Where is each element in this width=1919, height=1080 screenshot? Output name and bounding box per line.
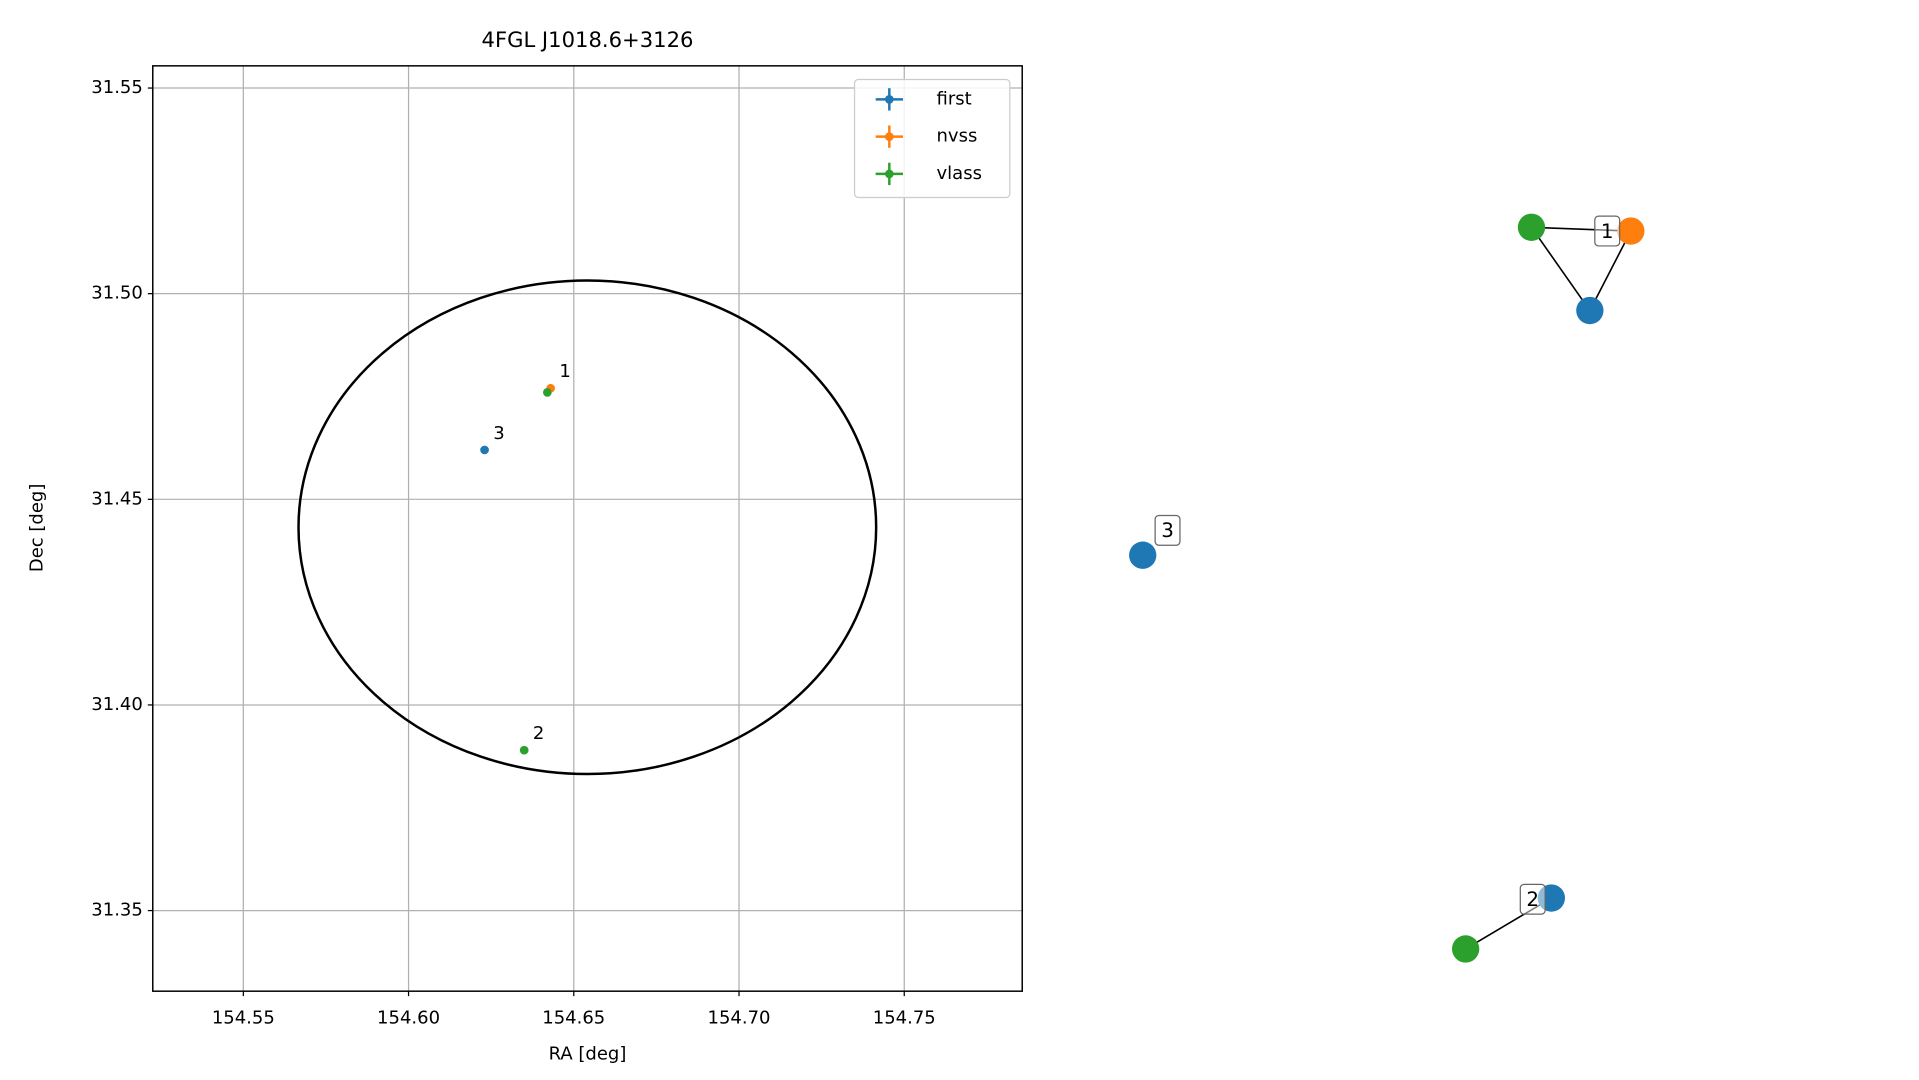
x-axis-label: RA [deg] xyxy=(549,1044,627,1065)
legend-label: nvss xyxy=(937,126,978,147)
y-axis-label: Dec [deg] xyxy=(26,484,47,573)
y-tick-label: 31.45 xyxy=(91,488,143,509)
y-tick-label: 31.55 xyxy=(91,77,143,98)
graph-label-box xyxy=(1519,883,1546,915)
point-label: 2 xyxy=(533,723,544,744)
legend-marker xyxy=(884,169,894,179)
x-tick-label: 154.60 xyxy=(377,1008,440,1029)
graph-node xyxy=(1576,296,1604,325)
legend-label: first xyxy=(937,88,972,109)
ellipse xyxy=(297,279,878,776)
legend-label: vlass xyxy=(937,163,982,184)
x-tick-label: 154.55 xyxy=(212,1008,275,1029)
graph-edge xyxy=(1530,226,1591,311)
graph-label-box xyxy=(1154,514,1181,546)
legend: first nvss vlass xyxy=(853,78,1011,199)
legend-marker xyxy=(884,132,894,141)
x-tick-label: 154.75 xyxy=(873,1008,936,1029)
y-tick-label: 31.50 xyxy=(91,283,143,304)
x-tick-label: 154.65 xyxy=(542,1008,605,1029)
graph-node xyxy=(1617,217,1645,245)
graph-node xyxy=(1129,541,1157,569)
data-point xyxy=(480,445,489,455)
plot-frame xyxy=(152,65,1023,992)
legend-box xyxy=(853,78,1011,199)
graph-edge xyxy=(1589,230,1632,311)
y-tick-label: 31.40 xyxy=(91,694,143,715)
graph-label: 1 xyxy=(1601,220,1614,243)
y-tick-label: 31.35 xyxy=(91,900,143,921)
chart-title: 4FGL J1018.6+3126 xyxy=(482,27,694,52)
graph-node xyxy=(1517,213,1546,241)
point-label: 1 xyxy=(559,361,570,382)
graph-label: 3 xyxy=(1161,519,1174,542)
data-point xyxy=(519,745,529,755)
data-point xyxy=(543,388,552,397)
graph-label: 2 xyxy=(1526,888,1539,911)
legend-marker xyxy=(884,95,894,104)
graph-label-box xyxy=(1594,215,1621,247)
graph-node xyxy=(1451,935,1480,963)
point-label: 3 xyxy=(493,423,504,444)
x-tick-label: 154.70 xyxy=(708,1008,771,1029)
